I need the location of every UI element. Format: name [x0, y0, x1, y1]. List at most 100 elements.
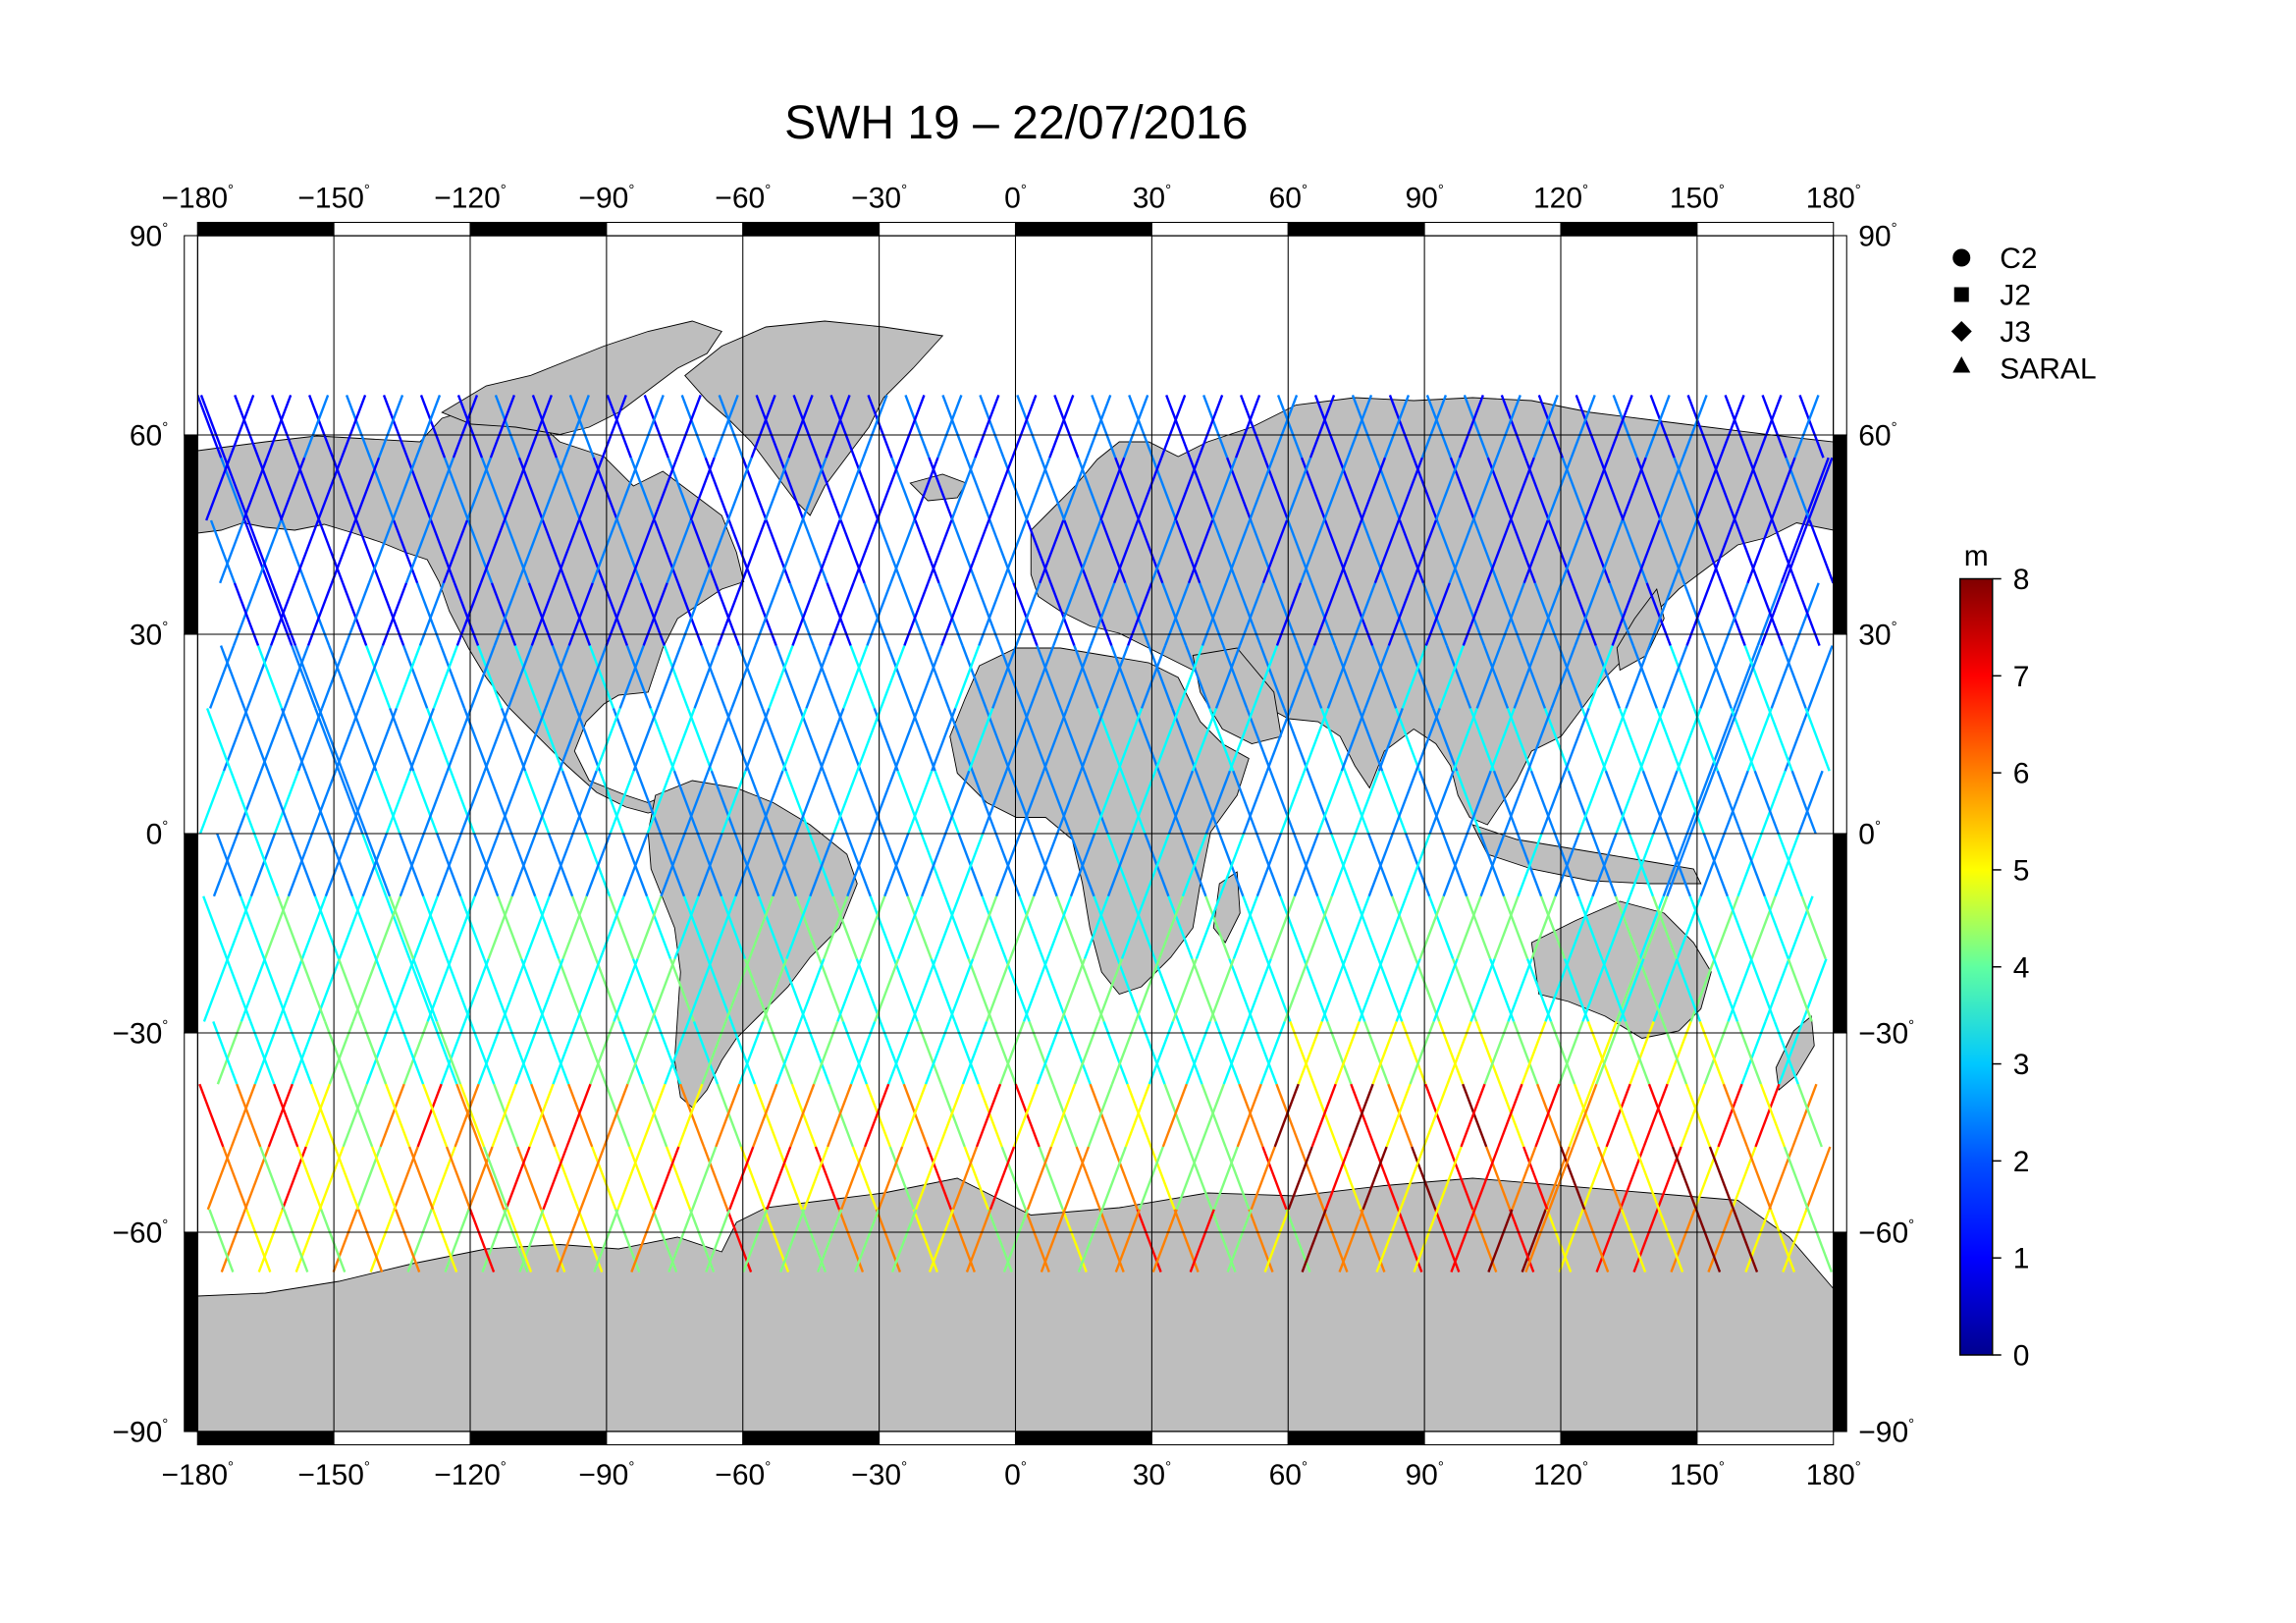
track-segment [1557, 645, 1584, 709]
track-segment [530, 1083, 557, 1148]
track-segment [1163, 1083, 1190, 1148]
frame-segment-bottom [1423, 1431, 1562, 1446]
track-segment [1631, 645, 1658, 709]
track-segment [1782, 1209, 1808, 1273]
frame-segment-right [1833, 235, 1847, 436]
track-segment [1334, 1020, 1361, 1085]
track-segment [791, 582, 818, 647]
track-segment [682, 895, 710, 960]
track-segment [1051, 1083, 1078, 1148]
track-segment [1316, 895, 1343, 960]
track-segment [1689, 770, 1716, 835]
track-segment [1610, 1083, 1637, 1148]
track-segment [985, 707, 1011, 772]
track-segment [967, 958, 993, 1022]
track-segment [827, 1083, 853, 1148]
track-segment [1424, 1083, 1451, 1148]
track-segment [1698, 1020, 1726, 1085]
track-segment [977, 1083, 1003, 1148]
track-segment [240, 958, 267, 1022]
track-segment [1753, 770, 1780, 835]
track-segment [1011, 394, 1038, 459]
track-segment [375, 895, 401, 960]
track-segment [954, 645, 981, 709]
track-segment [552, 1020, 578, 1085]
track-segment [1246, 707, 1272, 772]
track-segment [1130, 895, 1156, 960]
track-segment [1008, 895, 1036, 960]
track-segment [1083, 895, 1110, 960]
track-segment [1770, 645, 1796, 709]
track-segment [605, 1083, 631, 1148]
colorbar-tick-label: 0 [2013, 1340, 2030, 1373]
track-segment [1736, 645, 1763, 709]
track-segment [916, 1020, 942, 1085]
track-segment [558, 707, 584, 772]
track-segment [267, 1083, 294, 1148]
latitude-label-left: 30° [130, 619, 168, 652]
track-segment [1173, 457, 1201, 521]
track-segment [1066, 645, 1093, 709]
track-segment [1546, 457, 1573, 521]
track-segment [1591, 1020, 1618, 1085]
track-segment [765, 519, 791, 584]
track-segment [367, 519, 395, 584]
track-segment [985, 958, 1012, 1022]
track-segment [1591, 833, 1618, 897]
track-segment [240, 895, 266, 960]
legend-label-c2: C2 [2000, 243, 2037, 275]
track-segment [1239, 394, 1266, 459]
track-segment [1744, 1209, 1771, 1273]
frame-segment-left [184, 434, 198, 635]
track-segment [889, 519, 916, 584]
track-segment [575, 958, 602, 1022]
longitude-label-bottom: −60° [715, 1459, 771, 1492]
track-segment [1543, 707, 1571, 772]
track-segment [310, 770, 338, 835]
track-segment [1682, 394, 1708, 459]
track-segment [612, 707, 639, 772]
track-segment [300, 958, 327, 1022]
track-segment [1204, 770, 1232, 835]
track-segment [1124, 1083, 1150, 1148]
track-segment [1134, 707, 1160, 772]
track-segment [728, 1146, 755, 1211]
track-segment [1276, 394, 1304, 459]
track-segment [1420, 394, 1448, 459]
track-segment [1652, 770, 1679, 835]
track-segment [1459, 582, 1486, 647]
track-segment [726, 457, 753, 521]
track-segment [256, 645, 284, 709]
track-segment [939, 1083, 966, 1148]
track-segment [1783, 1146, 1810, 1211]
track-segment [926, 1146, 952, 1211]
track-segment [316, 457, 344, 521]
track-segment [342, 1083, 368, 1148]
track-segment [1265, 707, 1293, 772]
track-segment [1740, 1020, 1767, 1085]
track-segment [1638, 707, 1665, 772]
track-segment [1299, 519, 1326, 584]
track-segment [1605, 895, 1631, 960]
frame-segment-bottom [606, 1431, 744, 1446]
colorbar-tick-label: 8 [2013, 564, 2030, 596]
track-segment [1750, 895, 1777, 960]
track-segment [1699, 645, 1726, 709]
track-segment [1297, 645, 1323, 709]
track-segment [1800, 895, 1827, 960]
latitude-label-right: −90° [1858, 1416, 1914, 1449]
track-segment [391, 457, 418, 521]
track-segment [1499, 1083, 1525, 1148]
track-segment [1140, 1020, 1166, 1085]
track-segment [599, 895, 625, 960]
track-segment [1479, 833, 1506, 897]
track-segment [711, 895, 737, 960]
track-segment [669, 707, 696, 772]
track-segment [444, 1209, 470, 1273]
satellite-tracks [197, 394, 1834, 1273]
track-segment [1558, 1209, 1584, 1273]
track-segment [1435, 519, 1463, 584]
longitude-label-top: 120° [1533, 182, 1588, 215]
track-segment [1185, 645, 1211, 709]
track-segment [1148, 645, 1174, 709]
